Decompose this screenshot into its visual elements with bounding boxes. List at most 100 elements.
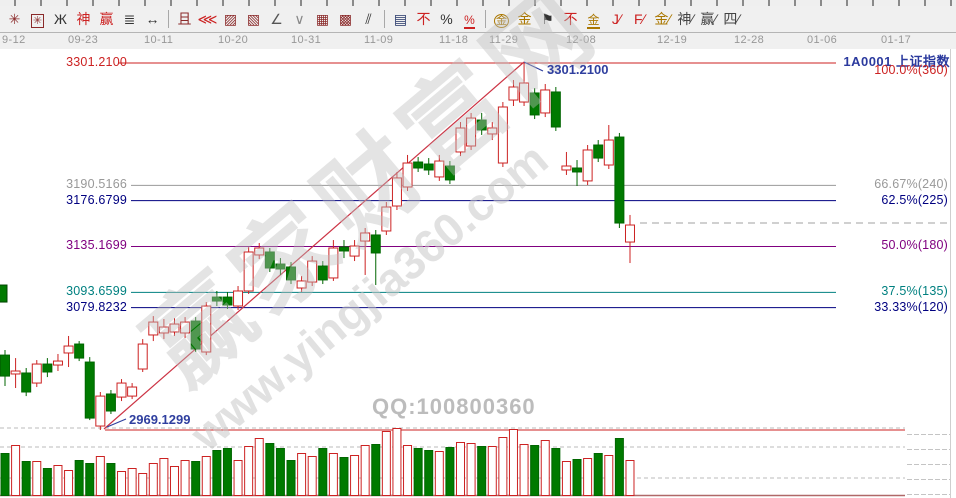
volume-bar [498, 437, 508, 496]
volume-bar [307, 456, 317, 496]
volume-bar [350, 455, 360, 496]
candle-body [21, 372, 32, 393]
toolbar-separator [485, 10, 486, 28]
boxed-fan-icon[interactable]: ▨ [219, 9, 242, 30]
candle-body [286, 266, 297, 281]
gann-lines-icon: Ж [54, 10, 67, 27]
gold-lines-icon[interactable]: 金 [513, 9, 536, 30]
volume-bar [11, 445, 21, 496]
angle-tool-icon: ∠ [270, 10, 283, 27]
chart-area[interactable] [0, 49, 956, 498]
volume-bar [551, 448, 561, 496]
candle-body [74, 343, 85, 359]
ying-angle-icon: 赢∕ [700, 10, 717, 27]
volume-bar [244, 446, 254, 496]
volume-bar [381, 431, 391, 496]
volume-bar [371, 444, 381, 496]
volume-bar [201, 456, 211, 496]
toolbar-separator [384, 10, 385, 28]
vee-tool-icon[interactable]: ∨ [288, 9, 311, 30]
date-tick-label: 12-19 [657, 34, 688, 46]
volume-bar [614, 438, 624, 496]
gold-underline-icon: 金 [587, 12, 600, 29]
candle-body [95, 395, 106, 427]
volume-bar [169, 466, 179, 496]
boxed-star-icon[interactable]: ✳ [26, 9, 49, 30]
price-level-label: 3079.8232 [66, 299, 127, 314]
candle-body [264, 251, 275, 269]
angle-tool-icon[interactable]: ∠ [265, 9, 288, 30]
shen-tool-icon[interactable]: 神 [72, 9, 95, 30]
candle-body [137, 343, 148, 370]
candle-body [0, 354, 10, 377]
volume-bar [222, 448, 232, 496]
candle-body [275, 263, 286, 270]
percent-icon[interactable]: % [435, 9, 458, 30]
candle-body [211, 296, 222, 302]
date-tick-label: 01-17 [881, 34, 912, 46]
gann-lines-icon[interactable]: Ж [49, 9, 72, 30]
shen-tool-icon: 神 [76, 10, 91, 27]
gold-circle-icon[interactable]: 金 [490, 9, 513, 30]
date-axis: 9-12 09-23 10-11 10-20 10-31 11-09 11-18 11-29 1… [0, 33, 956, 49]
si-angle-icon[interactable]: 四∕ [720, 9, 743, 30]
candle-body [116, 382, 127, 398]
date-tick-label: 09-23 [68, 34, 99, 46]
fib-wave-icon[interactable]: 不 [559, 9, 582, 30]
fib-percent-label: 33.33%(120) [874, 299, 948, 314]
ying-angle-icon[interactable]: 赢∕ [697, 9, 720, 30]
j-angle-icon: J∕ [611, 10, 622, 27]
fib-percent-icon[interactable]: 不 [412, 9, 435, 30]
candle-body [201, 305, 212, 353]
volume-bar [74, 460, 84, 496]
boxed-grid-icon[interactable]: ▩ [334, 9, 357, 30]
candle-body [148, 321, 159, 336]
candle-body [476, 119, 487, 131]
date-tick-label: 10-20 [218, 34, 249, 46]
percent-lines-icon[interactable]: % [458, 9, 481, 30]
candle-body [317, 265, 328, 281]
candle-body [328, 247, 339, 279]
candle-body [31, 363, 42, 384]
candle-body [572, 167, 583, 173]
price-level-label: 3135.1699 [66, 238, 127, 253]
box-tool-icon[interactable]: 且 [173, 9, 196, 30]
f-angle-icon[interactable]: F∕ [628, 9, 651, 30]
si-angle-icon: 四∕ [723, 10, 740, 27]
flag-tool-icon[interactable]: ⚑ [536, 9, 559, 30]
grid-tool-icon[interactable]: ▦ [311, 9, 334, 30]
compass-star-icon[interactable]: ✳ [3, 9, 26, 30]
fib-percent-icon: 不 [416, 10, 431, 27]
symbol-title[interactable]: 1A0001 上证指数 [843, 54, 950, 69]
percent-icon: % [440, 10, 453, 27]
fan-tool-icon[interactable]: ⋘ [196, 9, 219, 30]
volume-bar [328, 453, 338, 496]
fib-percent-label: 37.5%(135) [881, 284, 948, 299]
shen-angle-icon[interactable]: 神∕ [674, 9, 697, 30]
volume-bar [64, 470, 74, 496]
gold-underline-icon[interactable]: 金 [582, 9, 605, 30]
bar-list-icon[interactable]: ▤ [389, 9, 412, 30]
volume-bar [180, 460, 190, 496]
j-angle-icon[interactable]: J∕ [605, 9, 628, 30]
volume-bar [95, 456, 105, 496]
percent-lines-icon: % [464, 12, 475, 29]
candle-body [158, 326, 169, 334]
volume-bar [413, 448, 423, 496]
candle-body [254, 247, 265, 256]
drawing-toolbar: ✳ ✳ Ж 神赢 ≣ ↔ 且 ⋘ ▨ ▧ ∠ ∨ ▦ ▩ ⫽ ▤ 不%% 金金 ⚑ 不金 J∕ F∕ 金∕ 神∕ 赢∕ 四∕ [0, 6, 956, 33]
width-arrows-icon[interactable]: ↔ [141, 9, 164, 30]
slant-lines-icon[interactable]: ⫽ [357, 9, 380, 30]
volume-bar [625, 460, 635, 496]
candle-body [434, 160, 445, 178]
volume-bar [339, 457, 349, 496]
volume-bar [265, 443, 275, 496]
boxed-rays-icon[interactable]: ▧ [242, 9, 265, 30]
ruler-123-icon[interactable]: ≣ [118, 9, 141, 30]
fan-tool-icon: ⋘ [197, 10, 218, 27]
candle-body [222, 296, 233, 306]
gold-angle-icon[interactable]: 金∕ [651, 9, 674, 30]
grid-tool-icon: ▦ [315, 10, 330, 27]
ying-tool-icon[interactable]: 赢 [95, 9, 118, 30]
candlestick-canvas[interactable] [0, 49, 956, 498]
